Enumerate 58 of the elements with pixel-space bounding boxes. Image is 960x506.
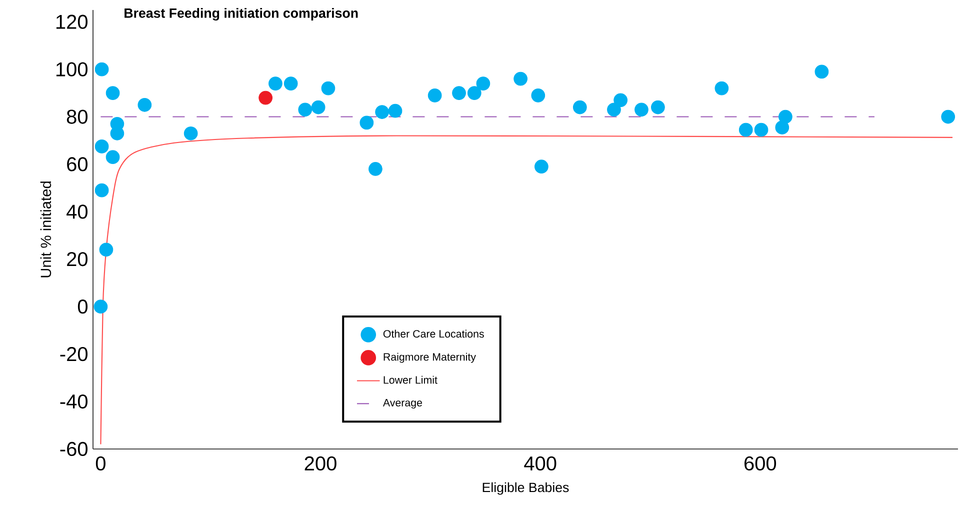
point	[311, 100, 326, 114]
point	[94, 300, 108, 314]
point	[738, 122, 753, 137]
legend-label: Average	[382, 398, 422, 409]
point	[534, 160, 548, 174]
point	[775, 120, 790, 134]
point	[94, 140, 109, 154]
y-tick-label: -20	[60, 346, 88, 362]
y-tick-label: 20	[67, 252, 88, 266]
y-tick-label: 0	[78, 300, 88, 314]
point	[572, 100, 587, 114]
x-tick-label: 400	[524, 456, 556, 471]
y-axis-title: Unit % initiated	[40, 182, 52, 278]
point	[778, 110, 792, 124]
y-tick-label: -40	[60, 394, 88, 409]
x-tick-label: 0	[96, 456, 106, 471]
point	[99, 242, 114, 257]
x-tick-label: 200	[304, 456, 336, 471]
point	[514, 72, 528, 86]
point	[452, 86, 466, 100]
legend-label: Other Care Locations	[383, 330, 484, 338]
y-tick-label: -60	[60, 442, 88, 456]
point	[94, 62, 109, 76]
legend-label: Lower Limit	[384, 376, 438, 384]
point	[184, 126, 198, 140]
point	[428, 88, 442, 102]
x-tick-label: 600	[744, 456, 776, 471]
point	[388, 104, 402, 118]
point	[714, 81, 729, 96]
point	[651, 100, 665, 114]
point	[634, 102, 648, 117]
chart-title: Breast Feeding initiation comparison	[124, 8, 358, 21]
y-tick-label: 40	[66, 204, 88, 219]
point	[614, 93, 628, 108]
point	[106, 86, 120, 100]
point	[360, 116, 374, 130]
point	[607, 102, 621, 117]
point	[368, 162, 382, 176]
point	[298, 102, 312, 117]
point	[814, 64, 829, 79]
point	[106, 150, 120, 164]
point	[258, 90, 273, 105]
y-tick-label: 120	[56, 14, 88, 29]
point	[476, 76, 490, 90]
point	[321, 81, 336, 96]
legend-label: Raigmore Maternity	[384, 352, 476, 363]
point	[531, 88, 546, 102]
point	[467, 86, 482, 100]
y-tick-label: 100	[56, 62, 88, 76]
point	[138, 98, 152, 112]
point	[375, 105, 390, 119]
y-tick-label: 80	[66, 110, 88, 124]
point	[754, 122, 768, 137]
point	[268, 76, 282, 90]
x-axis-title: Eligible Babies	[482, 482, 569, 495]
point	[94, 183, 109, 198]
point	[284, 76, 298, 90]
y-tick-label: 60	[67, 157, 88, 172]
